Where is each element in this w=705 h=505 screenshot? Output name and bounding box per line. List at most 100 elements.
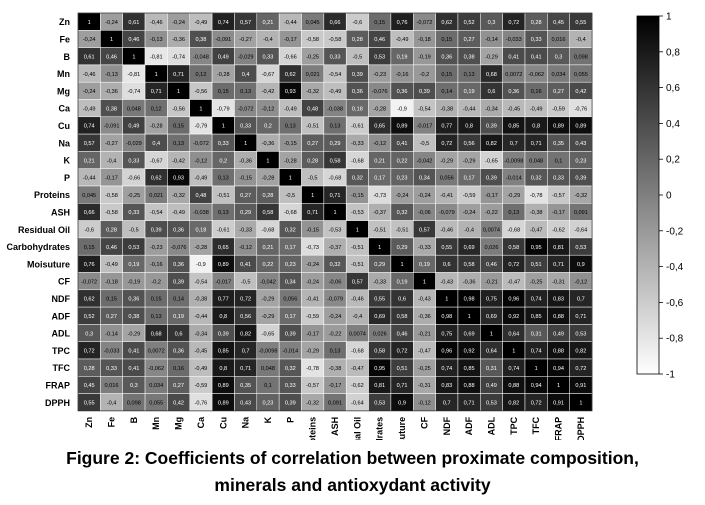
cell-value-label: 0,93	[285, 89, 296, 95]
cell-value-label: 0,15	[374, 20, 385, 26]
cell-value-label: 0,19	[464, 89, 475, 95]
cell-value-label: -0,43	[440, 279, 453, 285]
cell-value-label: 0,026	[484, 245, 498, 251]
cell-value-label: -0,68	[329, 176, 342, 182]
cell-value-label: -0,28	[150, 124, 163, 130]
cell-value-label: 0,88	[464, 383, 475, 389]
cell-value-label: 0,016	[552, 37, 566, 43]
cell-value-label: 0,27	[464, 37, 475, 43]
cell-value-label: 0,64	[486, 349, 497, 355]
cell-value-label: 0,74	[84, 124, 95, 130]
cell-value-label: -0,58	[306, 37, 319, 43]
cell-value-label: -0,51	[351, 262, 364, 268]
cell-value-label: 0,81	[374, 383, 385, 389]
cell-value-label: -0,12	[418, 400, 431, 406]
cell-value-label: -0,66	[284, 54, 297, 60]
cell-value-label: -0,29	[440, 158, 453, 164]
cell-value-label: 0,55	[374, 297, 385, 303]
row-label-ash: ASH	[51, 207, 70, 217]
cell-value-label: -0,68	[507, 227, 520, 233]
col-label-tpc: TPC	[509, 416, 519, 435]
cell-value-label: 0,53	[128, 245, 139, 251]
cell-value-label: 0,0072	[148, 349, 165, 355]
cell-value-label: -0,4	[263, 37, 273, 43]
cell-value-label: 0,6	[175, 331, 183, 337]
cell-value-label: 0,0074	[349, 331, 366, 337]
cell-value-label: 0,8	[219, 366, 227, 372]
cell-value-label: 0,13	[330, 124, 341, 130]
cell-value-label: -0,24	[306, 262, 319, 268]
cell-value-label: 0,33	[128, 210, 139, 216]
cell-value-label: -0,36	[262, 141, 275, 147]
cell-value-label: 0,74	[531, 349, 542, 355]
row-label-carbohydrates: Carbohydrates	[6, 242, 70, 252]
cell-value-label: 0,36	[128, 297, 139, 303]
cell-value-label: 0,17	[464, 176, 475, 182]
cell-value-label: -0,33	[351, 141, 364, 147]
cell-value-label: 0,41	[531, 54, 542, 60]
cell-value-label: 0,41	[508, 54, 519, 60]
cell-value-label: 0,72	[397, 349, 408, 355]
cell-value-label: 0,72	[531, 400, 542, 406]
cell-value-label: 0,36	[173, 349, 184, 355]
cell-value-label: 0,39	[151, 227, 162, 233]
cell-value-label: 0,13	[508, 210, 519, 216]
cell-value-label: 0,19	[397, 279, 408, 285]
cell-value-label: 0,69	[374, 314, 385, 320]
cell-value-label: 0,76	[397, 20, 408, 26]
row-label-b: B	[64, 52, 71, 62]
cell-value-label: 0,34	[419, 176, 430, 182]
cell-value-label: 0,36	[352, 89, 363, 95]
cell-value-label: -0,46	[440, 227, 453, 233]
cell-value-label: -0,18	[105, 279, 118, 285]
cell-value-label: 0,45	[84, 383, 95, 389]
cell-value-label: -0,24	[306, 279, 319, 285]
cell-value-label: -0,042	[416, 158, 432, 164]
cell-value-label: -0,9	[397, 106, 407, 112]
cell-value-label: 1	[244, 141, 247, 147]
cell-value-label: 0,71	[151, 89, 162, 95]
row-label-adl: ADL	[52, 329, 71, 339]
cell-value-label: 0,51	[397, 366, 408, 372]
cell-value-label: 0,4	[242, 72, 250, 78]
cell-value-label: 0,19	[173, 314, 184, 320]
cell-value-label: 0,74	[441, 366, 452, 372]
cell-value-label: -0,9	[196, 262, 206, 268]
cell-value-label: 0,71	[240, 366, 251, 372]
cell-value-label: 0,65	[218, 245, 229, 251]
cell-value-label: 0,55	[575, 20, 586, 26]
cell-value-label: 0,6	[398, 297, 406, 303]
cell-value-label: -0,5	[129, 227, 139, 233]
cell-value-label: 0,33	[285, 383, 296, 389]
cell-value-label: -0,17	[306, 331, 319, 337]
cell-value-label: -0,06	[329, 279, 342, 285]
row-label-mg: Mg	[57, 86, 70, 96]
cell-value-label: 0,15	[218, 89, 229, 95]
cell-value-label: -0,17	[284, 37, 297, 43]
cell-value-label: -0,54	[195, 279, 208, 285]
colorbar-tick-label: -0,8	[666, 334, 684, 345]
cell-value-label: 0,026	[373, 331, 387, 337]
cell-value-label: 0,7	[443, 400, 451, 406]
cell-value-label: -0,73	[373, 193, 386, 199]
cell-value-label: 0,055	[574, 72, 588, 78]
cell-value-label: 0,6	[443, 262, 451, 268]
cell-value-label: 0,46	[397, 331, 408, 337]
cell-value-label: -0,15	[239, 176, 252, 182]
cell-value-label: -0,49	[105, 262, 118, 268]
row-label-na: Na	[58, 138, 70, 148]
cell-value-label: 1	[468, 314, 471, 320]
row-label-cf: CF	[58, 277, 70, 287]
cell-value-label: 0,0072	[505, 72, 522, 78]
cell-value-label: -0,56	[172, 106, 185, 112]
cell-value-label: 0,13	[173, 141, 184, 147]
cell-value-label: 0,19	[419, 262, 430, 268]
cell-value-label: -0,5	[420, 141, 430, 147]
cell-value-label: 0,69	[464, 245, 475, 251]
cell-value-label: 0,82	[486, 141, 497, 147]
cell-value-label: -0,12	[373, 141, 386, 147]
col-label-fe: Fe	[107, 417, 117, 428]
col-label-ca: Ca	[196, 416, 206, 428]
cell-value-label: -0,029	[126, 141, 142, 147]
cell-value-label: -0,38	[440, 106, 453, 112]
